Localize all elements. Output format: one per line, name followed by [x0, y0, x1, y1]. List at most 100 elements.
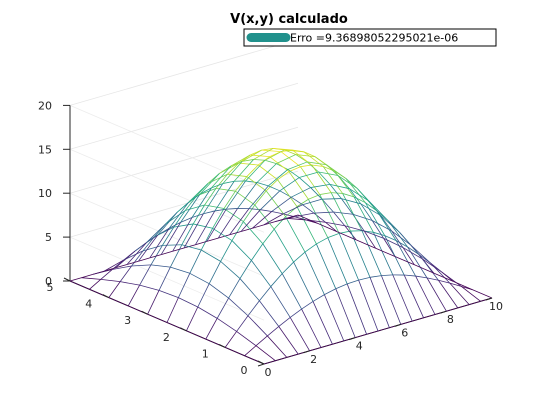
y-tick-mark	[141, 310, 148, 315]
mesh-segment	[178, 273, 191, 298]
grid-line-z-back	[69, 39, 299, 106]
mesh-segment	[318, 171, 331, 185]
mesh-segment	[352, 213, 373, 221]
x-tick-mark	[303, 350, 310, 354]
mesh-segment	[115, 264, 128, 269]
grid-line-z-left	[69, 105, 265, 189]
mesh-segment	[241, 149, 262, 162]
mesh-segment	[396, 240, 408, 248]
mesh-segment	[69, 280, 90, 290]
mesh-segment	[472, 289, 493, 299]
mesh-segment	[252, 211, 273, 229]
mesh-segment	[253, 148, 274, 160]
mesh-segment	[193, 223, 213, 229]
mesh-segment	[255, 345, 276, 362]
mesh-segment	[438, 280, 459, 309]
mesh-segment	[310, 183, 331, 188]
mesh-segment	[369, 277, 390, 328]
mesh-segment	[372, 220, 392, 232]
mesh-segment	[189, 272, 210, 285]
mesh-segment	[400, 320, 413, 325]
mesh-segment	[191, 213, 204, 218]
mesh-segment	[305, 219, 326, 223]
mesh-segment	[316, 243, 337, 289]
mesh-segment	[288, 171, 309, 200]
mesh-segment	[300, 166, 321, 195]
mesh-segment	[229, 208, 250, 236]
mesh-segment	[333, 211, 346, 227]
mesh-segment	[383, 238, 396, 257]
mesh-segment	[289, 317, 310, 352]
mesh-segment	[301, 301, 314, 310]
mesh-segment	[344, 225, 365, 232]
mesh-segment	[342, 193, 355, 198]
mesh-segment	[270, 286, 291, 318]
mesh-segment	[186, 330, 206, 340]
mesh-segment	[199, 187, 212, 195]
y-tick-label: 3	[124, 314, 131, 327]
mesh-segment	[312, 294, 325, 302]
mesh-segment	[255, 335, 268, 347]
mesh-segment	[394, 256, 415, 266]
mesh-segment	[131, 264, 152, 267]
mesh-segment	[368, 200, 389, 222]
mesh-segment	[371, 220, 384, 239]
mesh-segment	[311, 164, 324, 167]
mesh-segment	[344, 225, 357, 241]
mesh-segment	[197, 306, 218, 319]
mesh-segment	[108, 297, 129, 307]
mesh-segment	[379, 214, 400, 233]
x-tick-mark	[485, 297, 493, 301]
mesh-segment	[384, 235, 405, 276]
mesh-segment	[147, 290, 160, 315]
mesh-segment	[412, 317, 424, 322]
mesh-segment	[162, 244, 182, 246]
mesh-segment	[200, 249, 221, 262]
mesh-segment	[284, 149, 304, 153]
x-tick-label: 10	[489, 300, 503, 313]
mesh-segment	[381, 274, 393, 276]
mesh-segment	[169, 222, 181, 229]
mesh-segment	[415, 275, 428, 279]
mesh-segment	[308, 199, 329, 238]
mesh-segment	[271, 211, 284, 215]
mesh-segment	[317, 222, 337, 232]
mesh-segment	[316, 237, 328, 245]
mesh-segment	[384, 235, 397, 241]
mesh-segment	[326, 164, 347, 179]
mesh-segment	[369, 275, 382, 278]
mesh-segment	[126, 242, 147, 265]
mesh-segment	[180, 193, 201, 223]
mesh-segment	[261, 148, 274, 151]
mesh-segment	[319, 192, 332, 195]
mesh-segment	[248, 185, 269, 209]
mesh-segment	[89, 279, 102, 290]
mesh-segment	[453, 281, 473, 291]
mesh-segment	[158, 266, 171, 291]
mesh-segment	[281, 273, 302, 310]
mesh-segment	[204, 204, 225, 209]
mesh-segment	[185, 204, 205, 211]
mesh-segment	[231, 221, 244, 241]
mesh-segment	[260, 209, 272, 212]
mesh-segment	[181, 223, 194, 245]
legend: Erro =9.36898052295021e-06	[243, 28, 497, 47]
mesh-segment	[211, 165, 232, 189]
mesh-segment	[395, 240, 416, 277]
mesh-segment	[338, 233, 359, 281]
mesh-segment	[291, 187, 311, 198]
mesh-segment	[299, 171, 319, 178]
mesh-segment	[383, 237, 404, 248]
mesh-segment	[245, 180, 258, 183]
mesh-segment	[199, 173, 220, 195]
mesh-segment	[252, 224, 264, 229]
mesh-segment	[265, 179, 278, 192]
z-tick-label: 15	[38, 143, 52, 156]
mesh-segment	[422, 258, 443, 273]
mesh-segment	[264, 159, 277, 165]
mesh-segment	[278, 317, 291, 327]
mesh-segment	[345, 178, 366, 203]
mesh-segment	[321, 198, 342, 200]
mesh-segment	[204, 188, 217, 206]
